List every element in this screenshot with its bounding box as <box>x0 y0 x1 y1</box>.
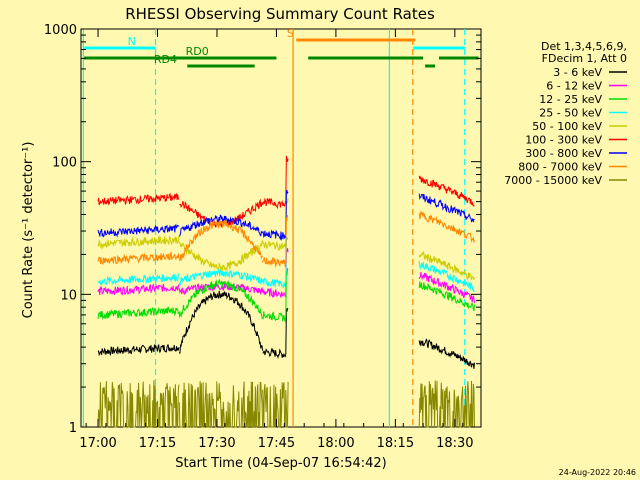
series-line-7-0 <box>97 251 180 265</box>
legend-label-4: 50 - 100 keV <box>532 120 602 133</box>
series-line-7-2 <box>262 214 289 268</box>
series-line-0-0 <box>97 343 180 357</box>
y-axis-label: Count Rate (s⁻¹ detector⁻¹) <box>21 142 36 319</box>
legend-label-7: 800 - 7000 keV <box>518 161 602 174</box>
x-tick-label-6: 18:30 <box>436 436 473 451</box>
series-line-4-0 <box>97 235 180 250</box>
series-line-4-2 <box>262 198 289 251</box>
legend-label-2: 12 - 25 keV <box>539 93 602 106</box>
legend-header-0: Det 1,3,4,5,6,9, <box>541 40 627 53</box>
x-tick-label-1: 17:15 <box>139 436 176 451</box>
series-line-7-3 <box>418 211 475 244</box>
legend-label-3: 25 - 50 keV <box>539 107 602 120</box>
legend: Det 1,3,4,5,6,9,FDecim 1, Att 03 - 6 keV… <box>504 40 627 187</box>
marker-lines <box>82 29 466 427</box>
y-tick-label-2: 100 <box>52 156 77 171</box>
series-line-6-3 <box>418 193 475 223</box>
series-line-0-1 <box>178 290 264 354</box>
legend-label-6: 300 - 800 keV <box>525 147 602 160</box>
series-line-2-2 <box>262 267 289 323</box>
series-line-0-2 <box>262 307 289 360</box>
series-line-7-1 <box>178 219 263 262</box>
flag-bars: N S RD0 RD4 <box>84 27 479 68</box>
series-line-4-3 <box>418 250 475 281</box>
series-line-0-3 <box>418 338 475 369</box>
legend-label-1: 6 - 12 keV <box>546 80 602 93</box>
x-tick-label-0: 17:00 <box>79 436 116 451</box>
series-line-5-2 <box>262 155 289 210</box>
legend-label-8: 7000 - 15000 keV <box>504 174 602 187</box>
series-line-3-3 <box>418 261 475 293</box>
series-line-1-3 <box>418 271 475 304</box>
flag-label-n: N <box>128 35 136 48</box>
flag-label-rd4: RD4 <box>154 53 177 66</box>
chart-title: RHESSI Observing Summary Count Rates <box>125 5 435 23</box>
series-line-3-0 <box>97 273 180 287</box>
series-line-3-2 <box>262 236 289 288</box>
series-line-2-0 <box>97 305 180 321</box>
legend-label-0: 3 - 6 keV <box>553 66 602 79</box>
x-tick-label-5: 18:15 <box>377 436 414 451</box>
y-tick-label-1: 10 <box>60 288 77 303</box>
x-tick-label-4: 18:00 <box>317 436 354 451</box>
series-line-8-2 <box>262 381 289 428</box>
series-lines <box>97 155 475 428</box>
series-line-2-1 <box>178 278 263 320</box>
x-axis-label: Start Time (04-Sep-07 16:54:42) <box>175 456 386 471</box>
legend-label-5: 100 - 300 keV <box>525 134 602 147</box>
x-tick-label-3: 17:45 <box>258 436 295 451</box>
timestamp: 24-Aug-2022 20:46 <box>559 468 636 477</box>
series-line-2-3 <box>418 281 475 312</box>
flag-label-s: S <box>287 27 294 40</box>
series-line-8-3 <box>418 380 475 428</box>
series-line-1-1 <box>178 282 264 296</box>
axis-ticks: 17:00 17:15 17:30 17:45 18:00 18:15 18:30 1 10 10… <box>44 23 481 451</box>
series-line-6-0 <box>97 223 180 238</box>
series-line-8-0 <box>97 380 180 428</box>
series-line-4-1 <box>178 240 264 272</box>
series-line-5-0 <box>97 192 180 206</box>
series-line-1-0 <box>97 283 180 296</box>
series-line-6-2 <box>262 189 289 242</box>
series-line-1-2 <box>262 248 289 299</box>
legend-header-1: FDecim 1, Att 0 <box>542 52 627 65</box>
series-line-8-1 <box>178 380 264 428</box>
series-line-5-1 <box>179 198 264 228</box>
y-tick-label-0: 1 <box>69 421 77 436</box>
flag-label-rd0: RD0 <box>186 45 209 58</box>
y-tick-label-3: 1000 <box>44 23 77 38</box>
series-line-5-3 <box>418 175 475 207</box>
series-line-6-1 <box>178 214 263 237</box>
x-tick-label-2: 17:30 <box>198 436 235 451</box>
